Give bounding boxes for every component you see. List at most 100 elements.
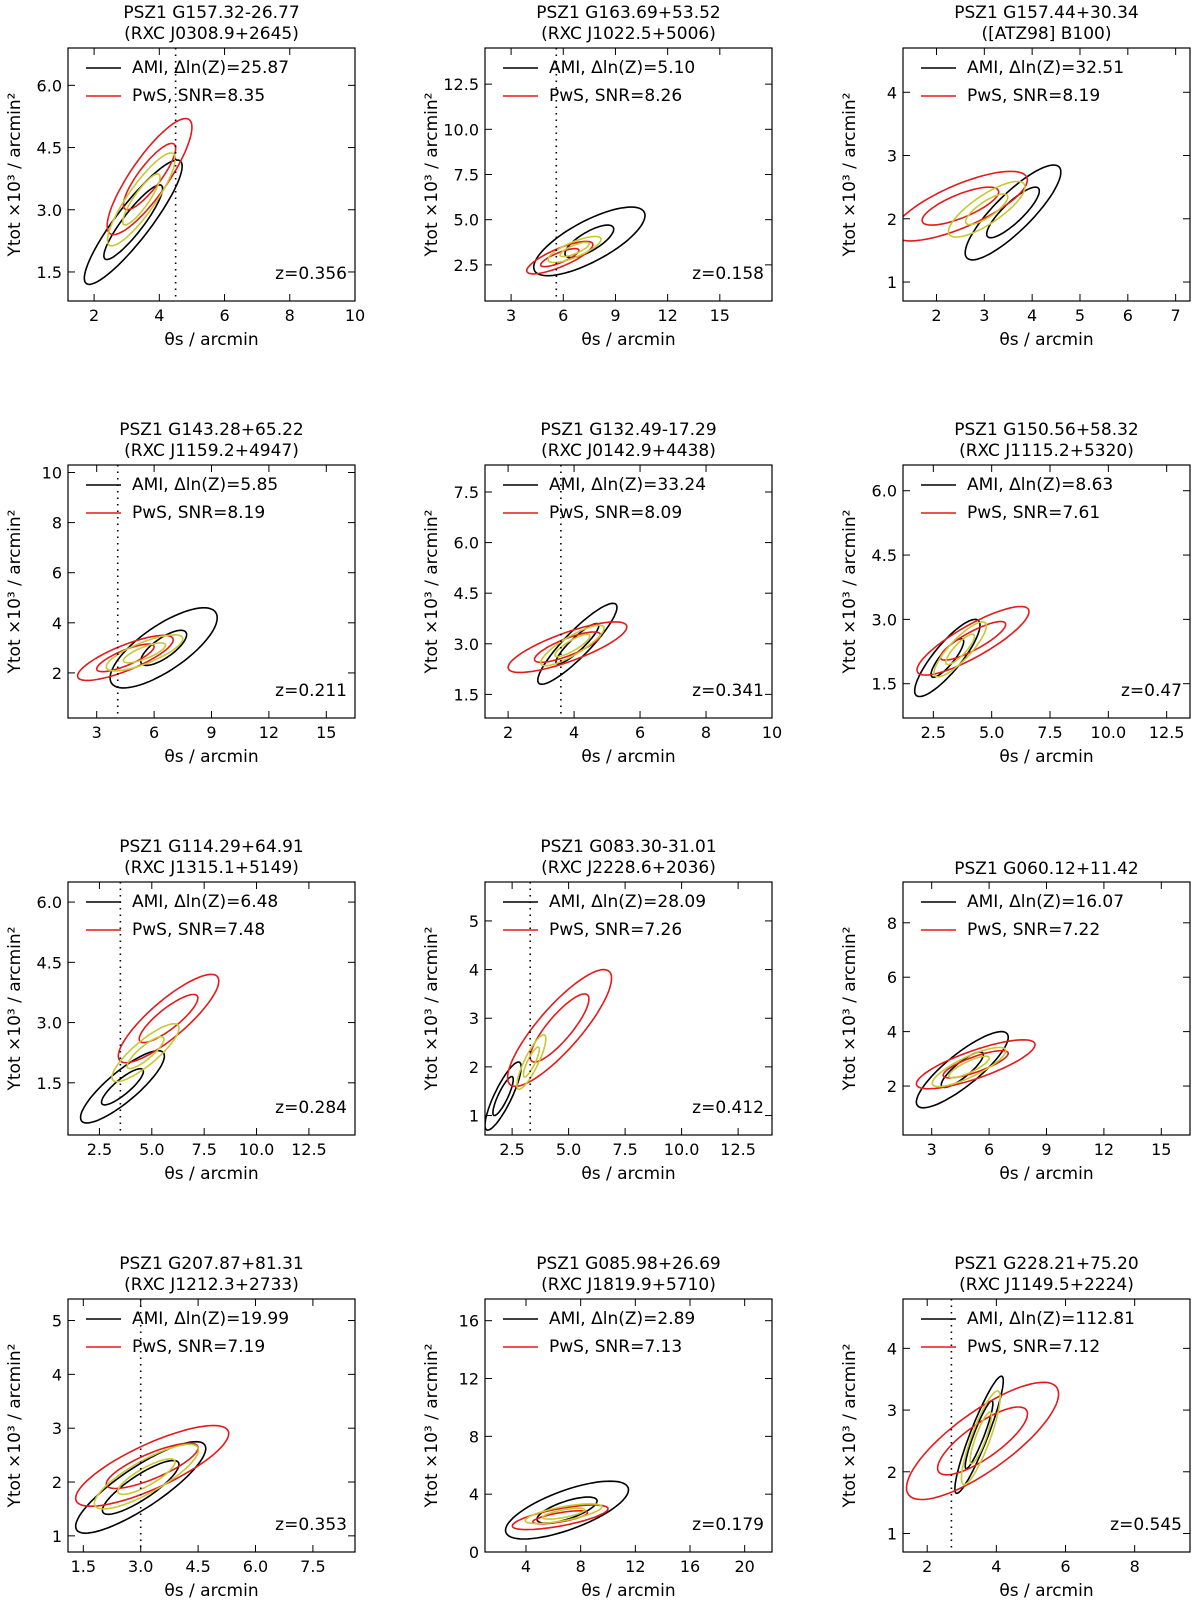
panel-title: PSZ1 G114.29+64.91 (119, 837, 303, 857)
y-tick-label: 2.5 (454, 256, 479, 275)
panel-subtitle: (RXC J1022.5+5006) (541, 24, 716, 44)
legend-entry-pws: PwS, SNR=7.26 (549, 920, 682, 940)
redshift-label: z=0.158 (692, 264, 764, 284)
x-tick-label: 3 (506, 306, 516, 325)
legend-entry-ami: AMI, Δln(Z)=33.24 (549, 475, 706, 495)
legend-entry-pws: PwS, SNR=8.19 (132, 503, 265, 523)
pws-contour-inner (122, 142, 177, 211)
y-tick-label: 8 (52, 514, 62, 533)
panel-8: PSZ1 G083.30-31.01(RXC J2228.6+2036) 2.5 5… (422, 837, 773, 1184)
legend-entry-ami: AMI, Δln(Z)=19.99 (132, 1309, 289, 1329)
y-axis-label: Ytot ×10³ / arcmin² (5, 1344, 25, 1509)
joint-contour-outer (516, 1034, 547, 1091)
ami-contour-inner (139, 629, 188, 667)
x-tick-label: 4 (569, 723, 579, 742)
joint-contour-outer (93, 1443, 200, 1510)
y-axis-label: Ytot ×10³ / arcmin² (5, 510, 25, 675)
x-axis-label: θs / arcmin (581, 330, 675, 350)
y-tick-label: 2 (887, 1463, 897, 1482)
ami-contour-outer (79, 1049, 166, 1124)
contours (903, 164, 1062, 261)
panel-title: PSZ1 G163.69+53.52 (536, 3, 720, 23)
y-tick-label: 16 (459, 1312, 479, 1331)
panel-subtitle: (RXC J2228.6+2036) (541, 858, 716, 878)
x-tick-label: 8 (285, 306, 295, 325)
joint-contour-outer (111, 1023, 180, 1083)
joint-contour-inner (964, 193, 1009, 226)
y-tick-label: 2 (887, 1077, 897, 1096)
legend-entry-ami: AMI, Δln(Z)=32.51 (967, 58, 1124, 78)
plot-frame (484, 1298, 773, 1553)
legend-entry-pws: PwS, SNR=7.13 (549, 1337, 682, 1357)
plot-frame (67, 1298, 356, 1553)
y-tick-label: 5 (469, 912, 479, 931)
ami-contour-inner (492, 1075, 514, 1117)
panel-title: PSZ1 G157.44+30.34 (954, 3, 1138, 23)
x-axis-label: θs / arcmin (164, 330, 258, 350)
y-tick-label: 1 (52, 1527, 62, 1546)
joint-contour-outer (540, 624, 605, 667)
x-tick-label: 4 (521, 1557, 531, 1576)
x-tick-label: 10 (762, 723, 782, 742)
joint-contour-outer (106, 152, 177, 247)
y-tick-label: 4 (52, 1365, 62, 1384)
x-tick-label: 8 (576, 1557, 586, 1576)
pws-contour-inner (921, 186, 1000, 226)
x-tick-label: 20 (734, 1557, 754, 1576)
x-tick-label: 2.5 (87, 1140, 112, 1159)
y-tick-label: 5 (52, 1312, 62, 1331)
x-tick-label: 10.0 (664, 1140, 700, 1159)
x-tick-label: 12 (259, 723, 279, 742)
redshift-label: z=0.341 (692, 681, 764, 701)
panel-subtitle: (RXC J1115.2+5320) (959, 441, 1134, 461)
panel-title: PSZ1 G150.56+58.32 (954, 420, 1138, 440)
plot-frame (67, 881, 356, 1136)
contours (79, 882, 220, 1135)
ami-contour-inner (103, 184, 164, 261)
ami-contour-inner (964, 1400, 994, 1470)
ami-contour-outer (504, 1480, 630, 1540)
y-axis-label: Ytot ×10³ / arcmin² (840, 927, 860, 1092)
y-tick-label: 3 (887, 147, 897, 166)
panel-10: PSZ1 G207.87+81.31(RXC J1212.3+2733) 1.5 3… (5, 1254, 356, 1601)
panel-3: PSZ1 G157.44+30.34([ATZ98] B100) 2 3 4 5 6 7 1 2… (840, 3, 1191, 350)
legend-entry-pws: PwS, SNR=8.35 (132, 86, 265, 106)
y-tick-label: 6 (887, 968, 897, 987)
y-tick-label: 7.5 (454, 166, 479, 185)
y-tick-label: 6.0 (872, 482, 897, 501)
panel-title: PSZ1 G143.28+65.22 (119, 420, 303, 440)
pws-contour-outer (506, 968, 613, 1088)
ami-contour-outer (964, 164, 1062, 261)
plot-frame (902, 1298, 1191, 1553)
x-tick-label: 10 (345, 306, 365, 325)
x-tick-label: 10.0 (239, 1140, 275, 1159)
panel-1: PSZ1 G157.32-26.77(RXC J0308.9+2645) 2 4 6 8… (5, 3, 365, 350)
y-axis-label: Ytot ×10³ / arcmin² (422, 93, 442, 258)
joint-contour-inner (945, 633, 976, 666)
y-tick-label: 4 (469, 1485, 479, 1504)
contours (525, 48, 646, 301)
contours (76, 465, 218, 718)
x-tick-label: 6 (149, 723, 159, 742)
pws-contour-inner (105, 1442, 199, 1490)
x-tick-label: 2 (503, 723, 513, 742)
panel-title: PSZ1 G132.49-17.29 (540, 420, 716, 440)
x-tick-label: 2.5 (499, 1140, 524, 1159)
redshift-label: z=0.47 (1121, 681, 1182, 701)
x-tick-label: 15 (710, 306, 730, 325)
x-tick-label: 6.0 (243, 1557, 268, 1576)
x-tick-label: 9 (610, 306, 620, 325)
x-tick-label: 10.0 (1091, 723, 1127, 742)
y-tick-label: 0 (469, 1543, 479, 1562)
y-tick-label: 4.5 (37, 139, 62, 158)
joint-contour-outer (524, 1503, 603, 1525)
joint-contour-inner (541, 1507, 586, 1520)
y-axis-label: Ytot ×10³ / arcmin² (840, 510, 860, 675)
y-axis-label: Ytot ×10³ / arcmin² (422, 510, 442, 675)
x-tick-label: 7.5 (300, 1557, 325, 1576)
legend-entry-pws: PwS, SNR=8.26 (549, 86, 682, 106)
y-tick-label: 3.0 (37, 201, 62, 220)
panel-subtitle: (RXC J1159.2+4947) (124, 441, 299, 461)
y-tick-label: 1.5 (454, 685, 479, 704)
